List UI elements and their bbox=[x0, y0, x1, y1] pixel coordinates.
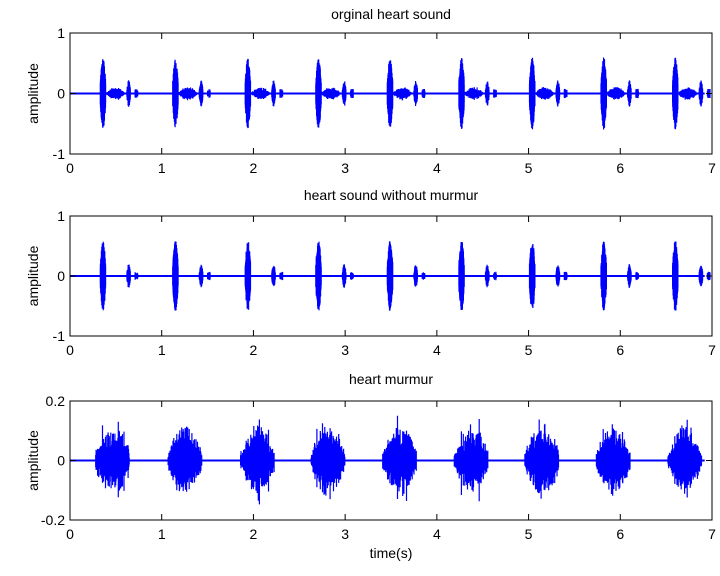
signal-series bbox=[70, 241, 711, 311]
heartbeat-cycle-9 bbox=[667, 419, 703, 498]
heartbeat-cycle-7 bbox=[524, 419, 560, 499]
x-tick-label: 0 bbox=[66, 342, 74, 358]
y-tick-label: 0 bbox=[57, 268, 65, 284]
heartbeat-cycle-6 bbox=[453, 419, 489, 502]
heartbeat-cycle-2 bbox=[172, 59, 211, 128]
y-tick-label: -1 bbox=[53, 328, 66, 344]
heartbeat-cycle-7 bbox=[528, 244, 568, 308]
x-tick-label: 5 bbox=[525, 342, 533, 358]
x-tick-label: 5 bbox=[525, 526, 533, 542]
heartbeat-cycle-2 bbox=[172, 241, 211, 311]
x-tick-label: 3 bbox=[341, 342, 349, 358]
x-tick-label: 6 bbox=[616, 342, 624, 358]
y-axis-label: amplitude bbox=[25, 430, 41, 491]
x-tick-label: 4 bbox=[433, 526, 441, 542]
signal-series bbox=[70, 415, 705, 505]
y-tick-label: 1 bbox=[57, 208, 65, 224]
x-tick-label: 6 bbox=[616, 160, 624, 176]
y-axis-label: amplitude bbox=[25, 245, 41, 306]
y-tick-label: 0.2 bbox=[46, 393, 66, 409]
heartbeat-cycle-6 bbox=[458, 58, 497, 129]
heartbeat-cycle-9 bbox=[672, 57, 711, 130]
x-tick-label: 1 bbox=[158, 160, 166, 176]
heartbeat-cycle-5 bbox=[386, 241, 426, 311]
heartbeat-cycle-3 bbox=[244, 58, 284, 129]
x-tick-label: 4 bbox=[433, 342, 441, 358]
heartbeat-cycle-5 bbox=[386, 60, 426, 127]
chart-title: heart sound without murmur bbox=[304, 187, 479, 203]
y-tick-label: 1 bbox=[57, 25, 65, 41]
heartbeat-cycle-1 bbox=[95, 421, 130, 498]
x-axis-label: time(s) bbox=[370, 545, 413, 561]
x-tick-label: 2 bbox=[250, 342, 258, 358]
y-tick-label: -0.2 bbox=[41, 512, 65, 528]
heartbeat-cycle-8 bbox=[600, 57, 639, 130]
x-tick-label: 6 bbox=[616, 526, 624, 542]
x-tick-label: 0 bbox=[66, 160, 74, 176]
heartbeat-cycle-7 bbox=[528, 57, 568, 130]
x-tick-label: 5 bbox=[525, 160, 533, 176]
x-tick-label: 2 bbox=[250, 160, 258, 176]
heartbeat-cycle-2 bbox=[167, 426, 203, 492]
heartbeat-cycle-1 bbox=[99, 59, 139, 128]
y-tick-label: 0 bbox=[57, 86, 65, 102]
x-tick-label: 7 bbox=[708, 526, 716, 542]
heartbeat-cycle-3 bbox=[244, 242, 284, 310]
x-tick-label: 3 bbox=[341, 160, 349, 176]
x-tick-label: 4 bbox=[433, 160, 441, 176]
heartbeat-cycle-4 bbox=[315, 59, 354, 128]
chart-title: heart murmur bbox=[349, 371, 433, 387]
heartbeat-cycle-6 bbox=[458, 242, 497, 310]
x-tick-label: 1 bbox=[158, 526, 166, 542]
chart-title: orginal heart sound bbox=[331, 6, 451, 22]
heartbeat-cycle-8 bbox=[600, 241, 639, 311]
y-tick-label: 0 bbox=[57, 453, 65, 469]
x-tick-label: 1 bbox=[158, 342, 166, 358]
heartbeat-cycle-8 bbox=[595, 424, 631, 496]
heartbeat-cycle-5 bbox=[382, 415, 417, 501]
x-tick-label: 2 bbox=[250, 526, 258, 542]
x-tick-label: 0 bbox=[66, 526, 74, 542]
y-tick-label: -1 bbox=[53, 146, 66, 162]
heartbeat-cycle-1 bbox=[99, 241, 139, 311]
y-axis-label: amplitude bbox=[25, 63, 41, 124]
heartbeat-cycle-4 bbox=[310, 423, 346, 500]
signal-series bbox=[70, 57, 711, 130]
x-tick-label: 7 bbox=[708, 342, 716, 358]
x-tick-label: 7 bbox=[708, 160, 716, 176]
heartbeat-cycle-4 bbox=[315, 241, 354, 311]
heartbeat-cycle-3 bbox=[240, 419, 275, 505]
x-tick-label: 3 bbox=[341, 526, 349, 542]
